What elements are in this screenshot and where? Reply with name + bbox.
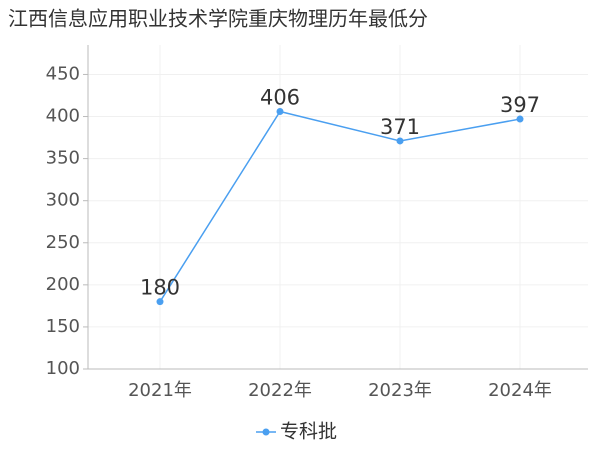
- y-tick-label: 450: [46, 63, 80, 84]
- y-tick-label: 200: [46, 274, 80, 295]
- y-tick-label: 400: [46, 106, 80, 127]
- x-tick-label: 2022年: [248, 380, 312, 401]
- chart-title: 江西信息应用职业技术学院重庆物理历年最低分: [8, 7, 428, 31]
- y-tick-label: 250: [46, 232, 80, 253]
- x-tick-label: 2024年: [488, 380, 552, 401]
- data-label: 397: [500, 93, 540, 117]
- y-tick-label: 100: [46, 358, 80, 379]
- legend-label: 专科批: [280, 421, 337, 443]
- point: [396, 137, 404, 145]
- y-tick-label: 150: [46, 316, 80, 337]
- data-label: 371: [380, 115, 420, 139]
- x-tick-label: 2021年: [128, 380, 192, 401]
- point: [276, 107, 284, 115]
- legend-marker: [262, 428, 270, 436]
- data-label: 406: [260, 85, 300, 109]
- line-series: [159, 110, 521, 303]
- data-label: 180: [140, 276, 180, 300]
- y-tick-label: 350: [46, 148, 80, 169]
- point: [516, 115, 524, 123]
- y-tick-label: 300: [46, 190, 80, 211]
- point: [156, 298, 164, 306]
- x-tick-label: 2023年: [368, 380, 432, 401]
